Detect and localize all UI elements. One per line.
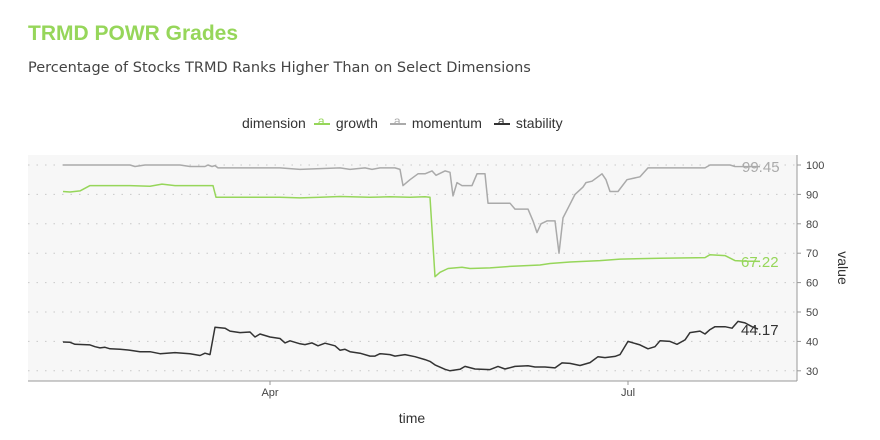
- y-tick-label: 30: [806, 366, 818, 378]
- y-tick-label: 50: [806, 307, 818, 319]
- x-tick-label: Jul: [621, 387, 635, 399]
- series-lines: [62, 164, 761, 372]
- end-label-stability: 44.17: [741, 322, 779, 339]
- plot-panel: [28, 155, 797, 381]
- y-tick-label: 60: [806, 278, 818, 290]
- legend-key-stability-icon: a: [493, 114, 510, 130]
- legend-key-momentum-icon: a: [389, 114, 406, 130]
- y-tick-label: 90: [806, 189, 818, 201]
- end-label-momentum: 99.45: [742, 159, 780, 176]
- y-axis-title: value: [835, 251, 851, 285]
- legend-label-stability: stability: [515, 115, 563, 131]
- legend: dimension a growth a momentum a stabilit…: [242, 114, 575, 131]
- x-tick-label: Apr: [261, 387, 278, 399]
- chart-title: TRMD POWR Grades: [28, 22, 239, 45]
- chart-subtitle: Percentage of Stocks TRMD Ranks Higher T…: [28, 60, 531, 76]
- y-tick-label: 100: [806, 160, 824, 172]
- y-tick-label: 40: [806, 336, 818, 348]
- legend-label-momentum: momentum: [411, 115, 482, 131]
- x-axis-ticks: Apr Jul: [261, 381, 635, 399]
- x-axis-title: time: [399, 410, 426, 426]
- legend-key-growth-icon: a: [313, 114, 330, 130]
- series-line-momentum: [63, 164, 761, 254]
- series-line-growth: [62, 183, 761, 278]
- legend-label-growth: growth: [335, 115, 378, 131]
- y-tick-label: 70: [806, 248, 818, 260]
- series-line-stability: [62, 320, 759, 372]
- y-tick-label: 80: [806, 219, 818, 231]
- y-axis-ticks: 30 40 50 60 70 80 90 100: [797, 160, 824, 378]
- end-label-growth: 67.22: [741, 254, 779, 271]
- legend-title: dimension: [242, 115, 306, 131]
